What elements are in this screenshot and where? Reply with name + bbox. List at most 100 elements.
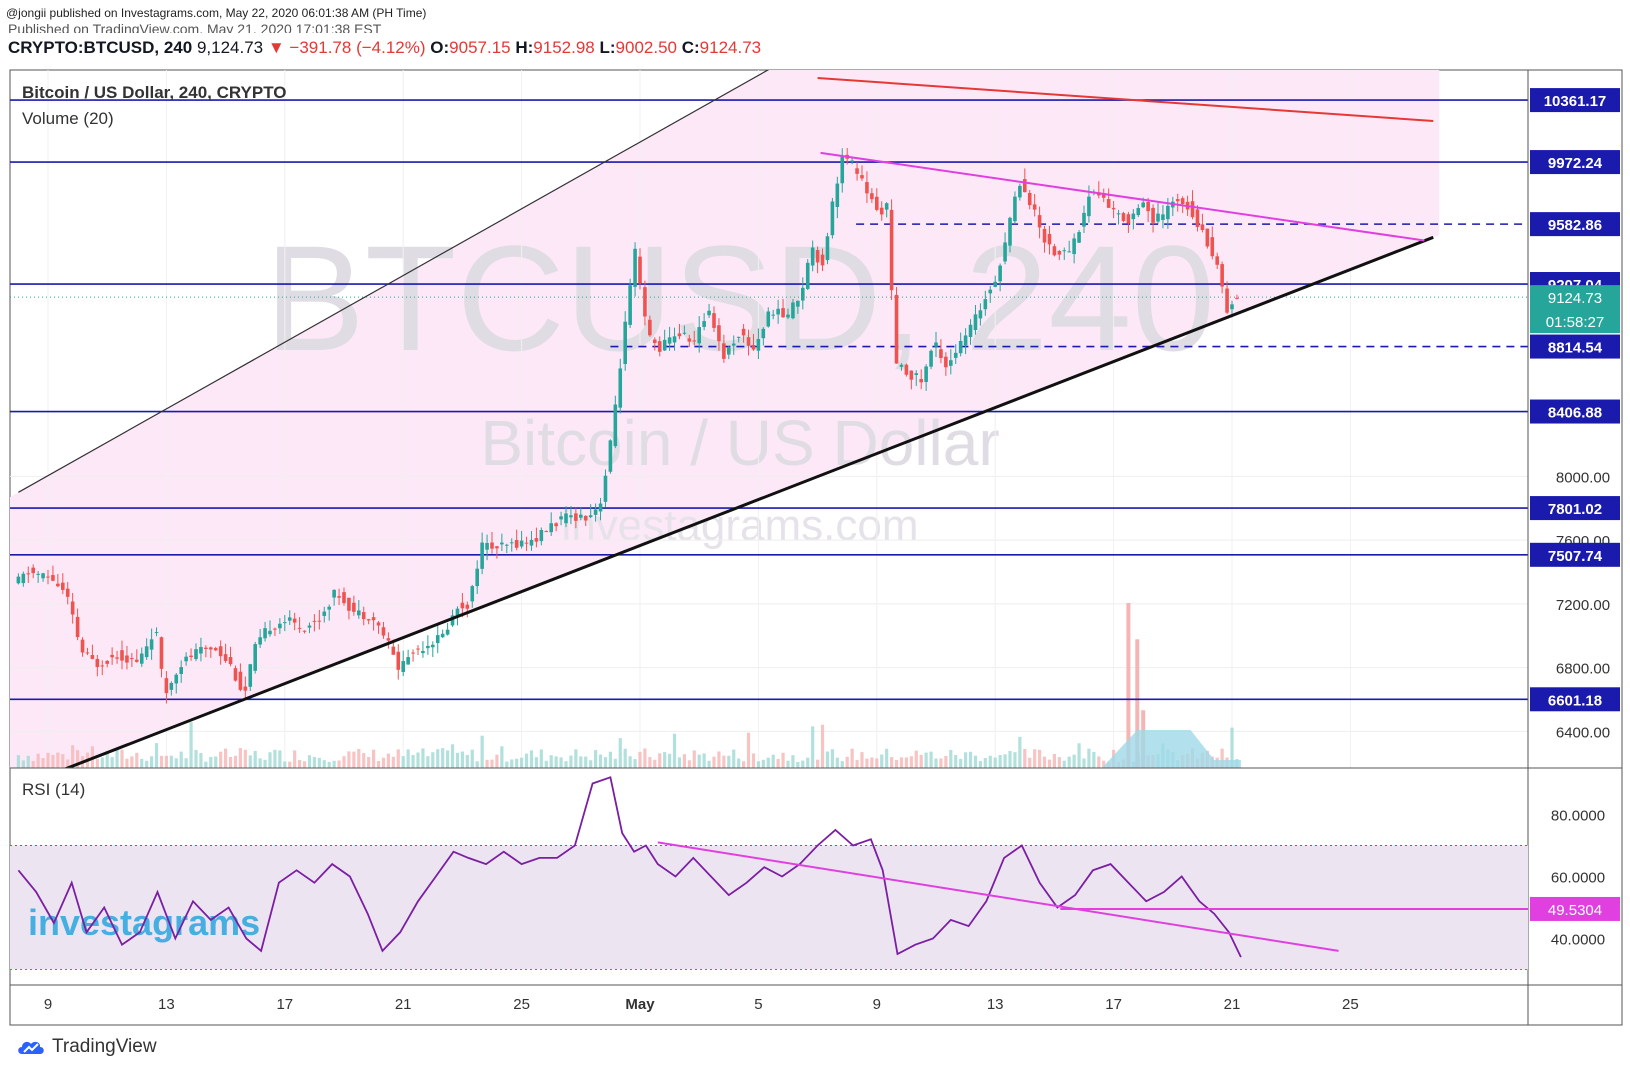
candle xyxy=(820,248,825,272)
low-value: 9002.50 xyxy=(615,38,677,57)
volume-bar xyxy=(697,754,701,768)
candle xyxy=(361,606,366,626)
volume-bar xyxy=(381,757,386,768)
rsi-trendline[interactable] xyxy=(657,841,1339,952)
candle-body xyxy=(46,576,50,578)
price-tick-label: 6400.00 xyxy=(1556,724,1610,741)
candle xyxy=(835,176,840,219)
candle-body xyxy=(653,339,657,344)
volume-bar xyxy=(707,760,711,768)
candle-body xyxy=(307,625,312,628)
volume-bar xyxy=(1230,727,1234,768)
candle xyxy=(327,604,331,621)
trendline-channel-upper[interactable] xyxy=(18,62,782,493)
volume-bar xyxy=(327,761,331,768)
symbol-name[interactable]: CRYPTO:BTCUSD, 240 xyxy=(8,38,193,57)
candle xyxy=(1116,209,1121,225)
candle xyxy=(944,352,948,376)
candle xyxy=(1003,232,1007,265)
main-pane[interactable]: BTCUSD, 240 Bitcoin / US Dollar investagra… xyxy=(4,0,1528,793)
volume-bar xyxy=(978,761,982,768)
candle xyxy=(470,584,475,608)
candle-body xyxy=(667,337,672,344)
trendline-resistance-red[interactable] xyxy=(817,76,1434,122)
volume-bar xyxy=(36,753,40,768)
candle xyxy=(357,600,361,619)
candle xyxy=(1131,209,1136,230)
candle xyxy=(884,202,889,218)
level-label: 8814.54 xyxy=(1548,340,1603,357)
candle-body xyxy=(796,300,800,307)
candle-body xyxy=(1175,199,1180,202)
candle xyxy=(273,627,277,636)
volume-bar xyxy=(870,757,874,768)
candle xyxy=(751,333,756,351)
candle-body xyxy=(727,347,731,355)
candle xyxy=(110,647,114,665)
volume-bar xyxy=(564,761,568,768)
volume-bar xyxy=(376,761,381,768)
candle xyxy=(1235,294,1239,300)
volume-bar xyxy=(628,756,632,768)
candle xyxy=(687,334,692,348)
candle-body xyxy=(1057,250,1062,255)
volume-bar xyxy=(983,758,987,768)
volume-bar xyxy=(589,760,593,768)
candle xyxy=(786,308,790,320)
trendline-channel-lower[interactable] xyxy=(18,235,1434,787)
volume-bar xyxy=(510,759,514,768)
candle xyxy=(65,581,70,605)
candle xyxy=(781,298,785,318)
candle xyxy=(238,663,243,692)
candle xyxy=(332,589,336,606)
rsi-pane[interactable]: investagrams xyxy=(10,776,1528,970)
volume-bar xyxy=(894,759,899,768)
candle-body xyxy=(988,289,993,294)
volume-bar xyxy=(988,755,992,768)
candle-body xyxy=(455,608,460,616)
candle xyxy=(598,497,603,521)
candle-body xyxy=(889,209,894,291)
high-value: 9152.98 xyxy=(533,38,595,57)
candle-body xyxy=(1126,214,1131,224)
candle-body xyxy=(583,515,588,521)
volume-bar xyxy=(569,755,573,768)
candle xyxy=(406,649,410,665)
volume-bar xyxy=(1038,749,1042,768)
volume-bar xyxy=(248,755,252,768)
candle-body xyxy=(90,655,95,659)
volume-legend: Volume (20) xyxy=(22,109,114,128)
volume-bar xyxy=(727,755,731,768)
level-label-bg xyxy=(1530,687,1620,712)
volume-bar xyxy=(835,757,839,768)
candle-body xyxy=(327,606,331,610)
candle xyxy=(189,648,193,661)
candle-body xyxy=(1101,192,1106,198)
candle-body xyxy=(879,207,884,215)
volume-bar xyxy=(1033,749,1037,768)
level-label-bg xyxy=(1530,212,1620,237)
candle-body xyxy=(440,633,445,638)
candle-body xyxy=(61,582,65,590)
candle xyxy=(731,335,736,355)
volume-bar xyxy=(145,760,149,768)
candle-body xyxy=(347,597,351,611)
candle xyxy=(31,564,35,579)
tradingview-brand[interactable]: TradingView xyxy=(52,1036,157,1057)
volume-bar xyxy=(228,756,233,768)
candle-body xyxy=(371,617,376,621)
volume-bar xyxy=(357,748,361,768)
volume-bar xyxy=(559,757,563,768)
candle xyxy=(61,573,65,595)
candle-body xyxy=(509,542,514,544)
candle-body xyxy=(1003,242,1007,262)
volume-bar xyxy=(130,756,134,768)
volume-bar xyxy=(539,749,543,768)
candle-body xyxy=(949,360,953,366)
volume-bar xyxy=(495,754,499,768)
volume-bar xyxy=(332,760,336,768)
candle-body xyxy=(741,328,746,336)
level-label: 10361.17 xyxy=(1544,93,1607,110)
trendline-resistance-pink[interactable] xyxy=(820,151,1425,242)
